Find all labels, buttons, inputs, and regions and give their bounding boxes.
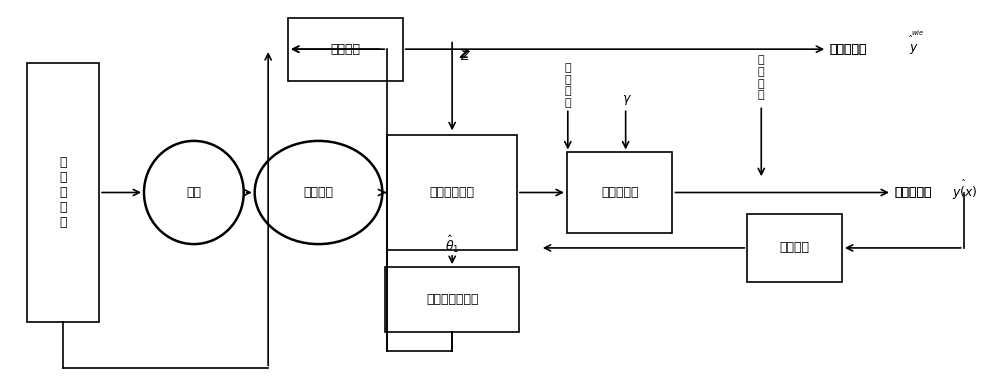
Text: Z: Z xyxy=(460,50,468,63)
Ellipse shape xyxy=(255,141,382,244)
Text: 初步估计值: 初步估计值 xyxy=(894,186,931,199)
FancyBboxPatch shape xyxy=(387,135,517,250)
FancyBboxPatch shape xyxy=(288,18,403,81)
Text: 联
合
滤
波: 联 合 滤 波 xyxy=(564,63,571,108)
Text: 含
噪
导
数
谱: 含 噪 导 数 谱 xyxy=(59,156,67,229)
Text: $y(x)$: $y(x)$ xyxy=(952,184,978,201)
Text: 设计维纳滤波器: 设计维纳滤波器 xyxy=(426,293,478,306)
Text: $\hat{\theta}_1$: $\hat{\theta}_1$ xyxy=(445,234,459,255)
Text: Z: Z xyxy=(460,48,469,60)
Text: 最终估计值: 最终估计值 xyxy=(829,43,867,56)
Text: 最终估计值: 最终估计值 xyxy=(829,43,867,56)
Text: 维纳滤波: 维纳滤波 xyxy=(330,43,360,56)
Ellipse shape xyxy=(144,141,244,244)
Text: 初步估计值: 初步估计值 xyxy=(894,186,931,199)
Text: $\hat{}^{wie}$: $\hat{}^{wie}$ xyxy=(909,30,924,42)
Text: 分类匹配: 分类匹配 xyxy=(304,186,334,199)
Text: 相似数据矩阵: 相似数据矩阵 xyxy=(430,186,475,199)
Text: 硬阈值去噪: 硬阈值去噪 xyxy=(601,186,638,199)
FancyBboxPatch shape xyxy=(385,267,519,332)
Text: 信
号
重
构: 信 号 重 构 xyxy=(758,55,765,100)
FancyBboxPatch shape xyxy=(747,214,842,282)
FancyBboxPatch shape xyxy=(567,152,672,233)
Text: $\hat{}$: $\hat{}$ xyxy=(962,174,967,184)
Text: 分段: 分段 xyxy=(186,186,201,199)
Text: 小波变换: 小波变换 xyxy=(779,241,809,254)
FancyBboxPatch shape xyxy=(27,62,99,323)
Text: γ: γ xyxy=(622,92,629,105)
Text: $y$: $y$ xyxy=(909,42,919,56)
